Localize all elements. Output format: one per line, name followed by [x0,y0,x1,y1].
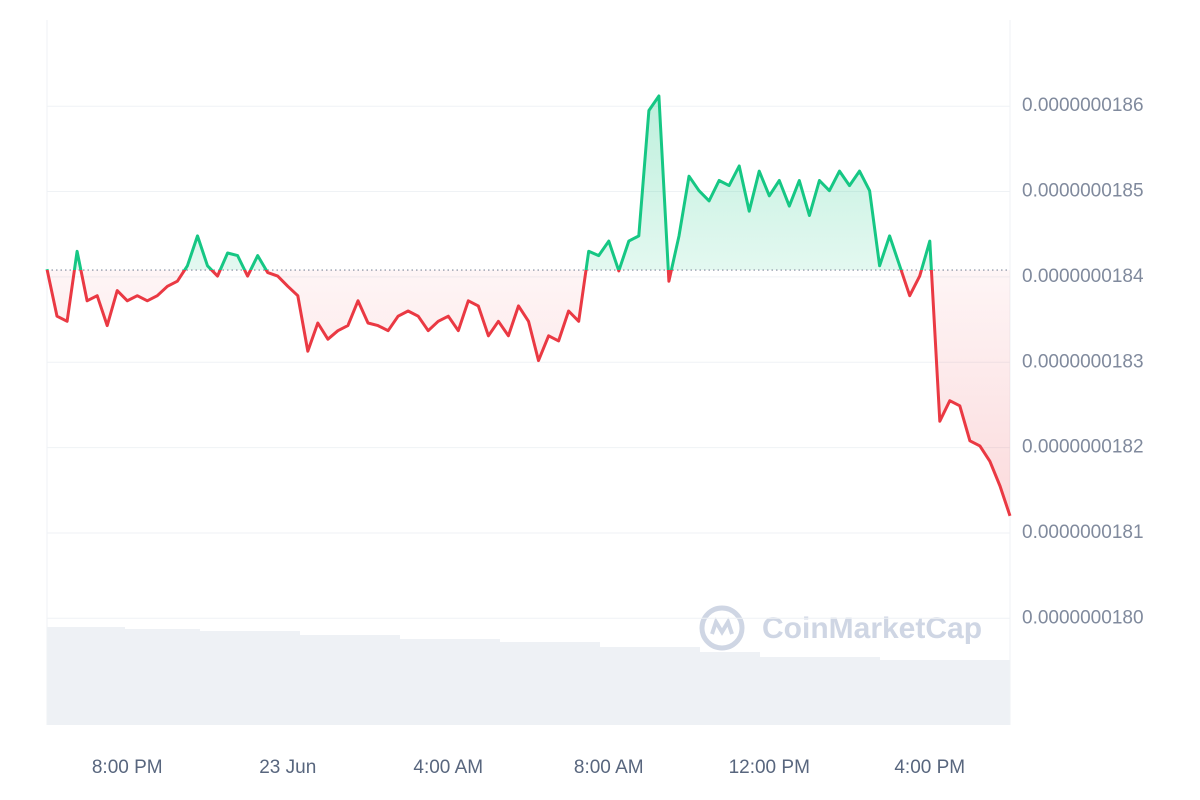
x-tick-label: 8:00 AM [574,757,644,778]
x-tick-label: 4:00 PM [894,757,965,778]
x-tick-label: 12:00 PM [729,757,810,778]
y-tick-label: 0.0000000183 [1022,351,1144,372]
watermark: CoinMarketCap [762,612,982,645]
watermark-logo [699,605,745,651]
x-tick-label: 4:00 AM [413,757,483,778]
y-tick-label: 0.0000000181 [1022,522,1144,543]
y-tick-label: 0.0000000180 [1022,607,1144,628]
y-tick-label: 0.0000000185 [1022,181,1144,202]
y-tick-label: 0.0000000182 [1022,437,1144,458]
x-tick-label: 23 Jun [259,757,316,778]
x-tick-label: 8:00 PM [92,757,163,778]
y-tick-label: 0.0000000184 [1022,266,1144,287]
y-tick-label: 0.0000000186 [1022,95,1144,116]
price-line [45,94,1012,517]
price-area [47,96,1010,516]
volume-band [47,627,1010,725]
